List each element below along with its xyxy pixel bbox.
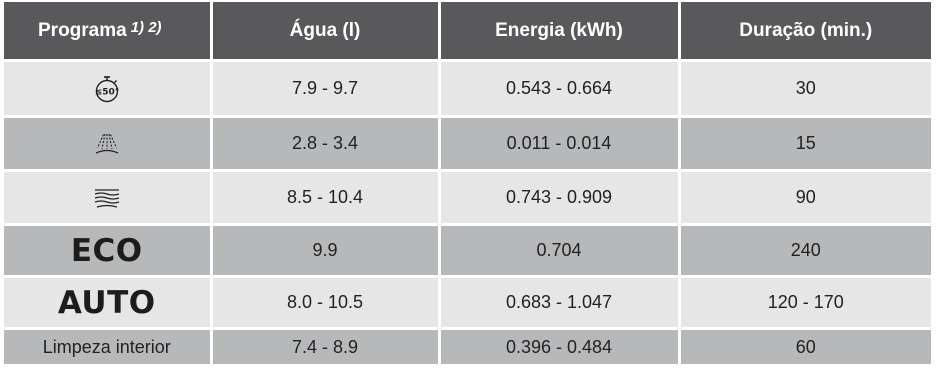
agua-cell: 2.8 - 3.4 — [211, 116, 441, 172]
program-cell — [4, 116, 213, 172]
program-cell: ≤50° — [4, 60, 213, 118]
program-label-eco: ECO — [70, 232, 143, 269]
duracao-cell: 90 — [679, 170, 931, 226]
table-header-row: Programa 1) 2) Água (l) Energia (kWh) Dur… — [4, 2, 931, 62]
header-programa: Programa 1) 2) — [4, 2, 213, 62]
program-data-table: Programa 1) 2) Água (l) Energia (kWh) Dur… — [4, 2, 931, 367]
agua-cell: 7.4 - 8.9 — [211, 328, 441, 367]
duracao-cell: 15 — [679, 116, 931, 172]
program-data-table-container: Programa 1) 2) Água (l) Energia (kWh) Dur… — [4, 2, 931, 367]
duracao-cell: 60 — [679, 328, 931, 367]
energia-cell: 0.683 - 1.047 — [439, 276, 681, 330]
program-cell — [4, 170, 213, 226]
program-cell: ECO — [4, 224, 213, 278]
energia-cell: 0.011 - 0.014 — [439, 116, 681, 172]
prewash-spray-icon — [95, 133, 119, 154]
program-label-limpeza-interior: Limpeza interior — [42, 336, 171, 357]
energia-cell: 0.743 - 0.909 — [439, 170, 681, 226]
energia-cell: 0.543 - 0.664 — [439, 60, 681, 118]
energia-cell: 0.396 - 0.484 — [439, 328, 681, 367]
table-row: AUTO 8.0 - 10.5 0.683 - 1.047 120 - 170 — [4, 276, 931, 330]
header-duracao: Duração (min.) — [679, 2, 931, 62]
header-energia: Energia (kWh) — [439, 2, 681, 62]
program-cell: AUTO — [4, 276, 213, 330]
intensive-wave-lines-icon — [94, 188, 119, 208]
agua-cell: 9.9 — [211, 224, 441, 278]
duracao-cell: 240 — [679, 224, 931, 278]
agua-cell: 7.9 - 9.7 — [211, 60, 441, 118]
header-agua: Água (l) — [211, 2, 441, 62]
table-row: ≤50° 7.9 - 9.7 0.543 - 0.664 30 — [4, 60, 931, 118]
energia-cell: 0.704 — [439, 224, 681, 278]
table-row: Limpeza interior 7.4 - 8.9 0.396 - 0.484… — [4, 328, 931, 367]
duracao-cell: 120 - 170 — [679, 276, 931, 330]
table-row: ECO 9.9 0.704 240 — [4, 224, 931, 278]
table-row: 2.8 - 3.4 0.011 - 0.014 15 — [4, 116, 931, 172]
agua-cell: 8.0 - 10.5 — [211, 276, 441, 330]
duracao-cell: 30 — [679, 60, 931, 118]
header-programa-footnotes: 1) 2) — [130, 19, 162, 36]
table-row: 8.5 - 10.4 0.743 - 0.909 90 — [4, 170, 931, 226]
header-programa-label: Programa — [38, 20, 127, 41]
program-label-auto: AUTO — [57, 284, 156, 321]
agua-cell: 8.5 - 10.4 — [211, 170, 441, 226]
quick-50-stopwatch-icon: ≤50° — [94, 75, 119, 102]
quick-50-icon-text: ≤50° — [94, 87, 119, 97]
program-cell: Limpeza interior — [4, 328, 213, 367]
